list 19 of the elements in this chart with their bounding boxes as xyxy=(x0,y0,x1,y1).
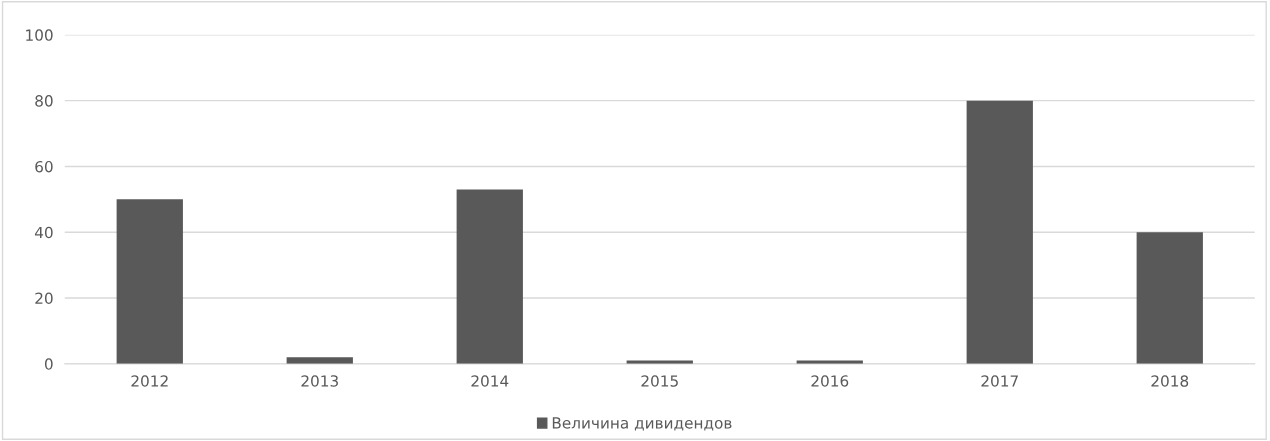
bar xyxy=(286,357,353,364)
y-tick-label: 60 xyxy=(35,160,53,173)
bar xyxy=(1136,232,1203,364)
x-tick-label: 2012 xyxy=(131,375,168,387)
bar xyxy=(456,189,523,364)
x-tick-label: 2013 xyxy=(301,375,338,387)
x-tick-label: 2015 xyxy=(641,375,678,387)
x-tick-label: 2016 xyxy=(811,375,849,387)
x-tick-label: 2018 xyxy=(1151,375,1189,387)
y-tick-label: 20 xyxy=(35,292,53,305)
x-tick-label: 2017 xyxy=(981,375,1018,387)
y-tick-label: 0 xyxy=(44,358,53,370)
y-tick-label: 100 xyxy=(26,29,53,41)
legend-label: Величина дивидендов xyxy=(552,417,732,431)
x-tick-label: 2014 xyxy=(471,375,509,387)
bar xyxy=(966,100,1033,364)
y-tick-label: 80 xyxy=(35,95,53,107)
bar xyxy=(116,199,183,364)
y-tick-label: 40 xyxy=(34,226,53,239)
